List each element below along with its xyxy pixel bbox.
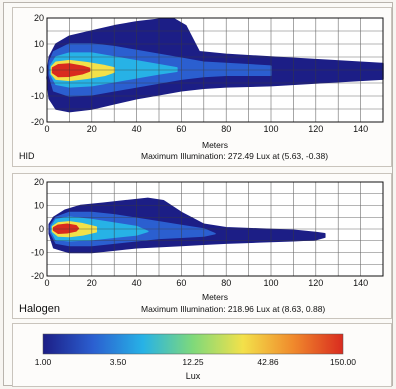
figure-frame: 0 20 40 60 80 100 120 140 20 10 0 -10 -20 Meters HID…	[3, 2, 393, 387]
color-legend: 1.00 3.50 12.25 42.86 150.00 Lux	[12, 323, 392, 387]
x-tick-label: 120	[308, 278, 323, 288]
max-illumination-text: Maximum Illumination: 218.96 Lux at (8.6…	[141, 304, 326, 314]
colorbar-tick-label: 3.50	[110, 357, 127, 367]
x-axis-label: Meters	[202, 140, 228, 150]
chart-label-hid: HID	[19, 151, 35, 161]
y-tick-label: -10	[31, 91, 44, 101]
x-axis-label: Meters	[202, 292, 228, 302]
x-tick-label: 20	[87, 124, 97, 134]
x-tick-label: 80	[221, 278, 231, 288]
x-tick-label: 100	[263, 278, 278, 288]
x-tick-label: 100	[263, 124, 278, 134]
colorbar-gradient	[42, 333, 344, 355]
x-tick-label: 20	[87, 278, 97, 288]
y-tick-label: 20	[34, 177, 44, 187]
chart-label-halogen: Halogen	[19, 303, 60, 315]
colorbar-tick-label: 42.86	[257, 357, 279, 367]
y-tick-label: -20	[31, 271, 44, 281]
x-tick-label: 40	[132, 124, 142, 134]
plot-frame	[46, 17, 384, 123]
y-tick-label: 0	[39, 65, 44, 75]
x-tick-label: 0	[44, 278, 49, 288]
x-tick-label: 60	[176, 124, 186, 134]
x-tick-label: 40	[132, 278, 142, 288]
colorbar-tick-label: 1.00	[35, 357, 52, 367]
y-tick-label: 20	[34, 13, 44, 23]
y-tick-label: -10	[31, 248, 44, 258]
colorbar-tick-label: 12.25	[182, 357, 204, 367]
x-tick-label: 0	[44, 124, 49, 134]
y-tick-label: -20	[31, 117, 44, 127]
colorbar-unit-label: Lux	[185, 371, 201, 381]
y-tick-label: 10	[34, 201, 44, 211]
x-tick-label: 120	[308, 124, 323, 134]
halogen-panel: 0 20 40 60 80 100 120 140 20 10 0 -10 -20 Meters Hal…	[12, 173, 392, 319]
plot-frame	[46, 181, 384, 277]
y-tick-label: 10	[34, 39, 44, 49]
colorbar: 1.00 3.50 12.25 42.86 150.00	[35, 333, 356, 367]
hid-panel: 0 20 40 60 80 100 120 140 20 10 0 -10 -20 Meters HID…	[12, 7, 392, 167]
x-tick-label: 80	[221, 124, 231, 134]
x-tick-label: 140	[353, 278, 368, 288]
y-tick-label: 0	[39, 224, 44, 234]
x-tick-label: 140	[353, 124, 368, 134]
colorbar-tick-label: 150.00	[330, 357, 356, 367]
max-illumination-text: Maximum Illumination: 272.49 Lux at (5.6…	[141, 151, 329, 161]
x-tick-label: 60	[176, 278, 186, 288]
